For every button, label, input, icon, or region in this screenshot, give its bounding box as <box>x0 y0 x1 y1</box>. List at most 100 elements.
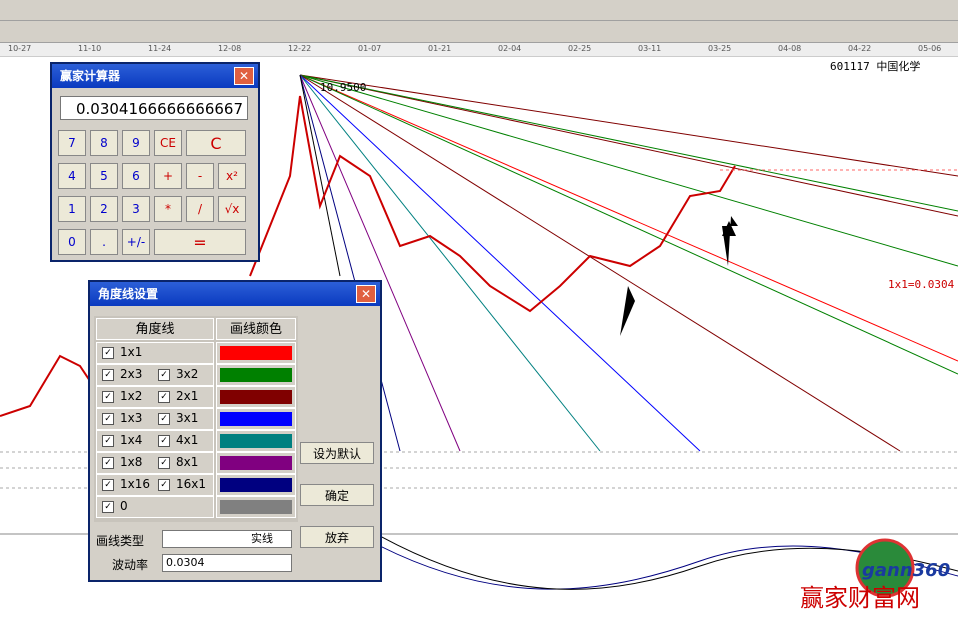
checkbox[interactable]: ✓ <box>102 347 114 359</box>
calc-button[interactable]: 1 <box>58 196 86 222</box>
color-swatch <box>216 342 296 364</box>
angle-dialog: 角度线设置 ✕ 角度线 画线颜色 ✓ 1x1 ✓ 2x3 ✓ 3x2 ✓ 1x2 ✓ 2x1 ✓ 1x3 ✓… <box>88 280 382 582</box>
dialog-button[interactable]: 确定 <box>300 484 374 506</box>
angle-label: 3x1 <box>176 411 199 425</box>
angle-label: 8x1 <box>176 455 199 469</box>
checkbox[interactable]: ✓ <box>158 413 170 425</box>
angle-label: 1x4 <box>120 433 143 447</box>
calc-button[interactable]: CE <box>154 130 182 156</box>
checkbox[interactable]: ✓ <box>102 457 114 469</box>
color-swatch <box>216 474 296 496</box>
row-cell <box>96 364 214 386</box>
header-cell: 角度线 <box>96 318 214 340</box>
date-label: 12-08 <box>218 44 242 53</box>
calc-button[interactable]: / <box>186 196 214 222</box>
calc-button[interactable]: 8 <box>90 130 118 156</box>
calc-button[interactable]: = <box>154 229 246 255</box>
stock-label: 601117 中国化学 <box>830 59 920 73</box>
angle-label: 1x3 <box>120 411 143 425</box>
chart-area: 601117 中国化学 10.9500 1x1=0.0304 gann360 赢… <box>0 59 958 612</box>
angle-label: 1x16 <box>120 477 151 491</box>
row-cell <box>96 474 214 496</box>
date-label: 11-24 <box>148 44 172 53</box>
close-button[interactable]: ✕ <box>356 285 376 303</box>
angle-label: 2x1 <box>176 389 199 403</box>
checkbox[interactable]: ✓ <box>102 369 114 381</box>
volatility-input[interactable]: 0.0304 <box>162 554 292 572</box>
calc-button[interactable]: 7 <box>58 130 86 156</box>
angle-label: 3x2 <box>176 367 199 381</box>
checkbox[interactable]: ✓ <box>158 391 170 403</box>
checkbox[interactable]: ✓ <box>158 479 170 491</box>
dialog-button[interactable]: 设为默认 <box>300 442 374 464</box>
date-label: 02-04 <box>498 44 522 53</box>
date-label: 11-10 <box>78 44 102 53</box>
calc-button[interactable]: √x <box>218 196 246 222</box>
calc-button[interactable]: 0 <box>58 229 86 255</box>
calc-button[interactable]: + <box>154 163 182 189</box>
header-cell: 画线颜色 <box>216 318 296 340</box>
line-type-label: 画线类型 <box>96 534 145 548</box>
dialog-title: 角度线设置 <box>90 282 380 306</box>
angle-label: 1x8 <box>120 455 143 469</box>
color-swatch <box>216 430 296 452</box>
logo: gann360 <box>862 560 950 581</box>
color-swatch <box>216 452 296 474</box>
calc-button[interactable]: x² <box>218 163 246 189</box>
calc-button[interactable]: * <box>154 196 182 222</box>
price-label: 10.9500 <box>320 81 366 94</box>
calc-button[interactable]: - <box>186 163 214 189</box>
window-title: 赢家计算器 <box>52 64 258 88</box>
calc-button[interactable]: 3 <box>122 196 150 222</box>
calc-button[interactable]: C <box>186 130 246 156</box>
calc-button[interactable]: +/- <box>122 229 150 255</box>
date-label: 01-07 <box>358 44 382 53</box>
toolbar-bottom <box>0 21 958 43</box>
row-cell <box>96 386 214 408</box>
calculator-window: 赢家计算器 ✕ 0.0304166666666667 7 8 9 CE C 4 5 6 + - x²… <box>50 62 260 262</box>
dialog-button[interactable]: 放弃 <box>300 526 374 548</box>
color-swatch <box>216 496 296 518</box>
checkbox[interactable]: ✓ <box>102 479 114 491</box>
display: 0.0304166666666667 <box>60 96 248 120</box>
color-swatch <box>216 386 296 408</box>
site-name: 赢家财富网 <box>800 584 920 612</box>
calc-button[interactable]: 4 <box>58 163 86 189</box>
checkbox[interactable]: ✓ <box>102 413 114 425</box>
date-label: 03-11 <box>638 44 662 53</box>
angle-label: 1x2 <box>120 389 143 403</box>
calc-button[interactable]: 9 <box>122 130 150 156</box>
date-label: 04-08 <box>778 44 802 53</box>
row-cell <box>96 430 214 452</box>
toolbar-top <box>0 0 958 21</box>
checkbox[interactable]: ✓ <box>158 369 170 381</box>
angle-label: 4x1 <box>176 433 199 447</box>
date-label: 04-22 <box>848 44 872 53</box>
angle-label: 2x3 <box>120 367 143 381</box>
checkbox[interactable]: ✓ <box>158 435 170 447</box>
volatility-label: 波动率 <box>112 558 149 572</box>
date-label: 03-25 <box>708 44 732 53</box>
checkbox[interactable]: ✓ <box>158 457 170 469</box>
date-label: 10-27 <box>8 44 32 53</box>
date-label: 12-22 <box>288 44 312 53</box>
angle-label: 1x1 <box>120 345 143 359</box>
color-swatch <box>216 364 296 386</box>
calc-button[interactable]: 5 <box>90 163 118 189</box>
close-button[interactable]: ✕ <box>234 67 254 85</box>
date-label: 05-06 <box>918 44 942 53</box>
angle-label: 0 <box>120 499 128 513</box>
calc-button[interactable]: . <box>90 229 118 255</box>
row-cell <box>96 496 214 518</box>
row-cell <box>96 452 214 474</box>
row-cell <box>96 408 214 430</box>
checkbox[interactable]: ✓ <box>102 435 114 447</box>
checkbox[interactable]: ✓ <box>102 501 114 513</box>
calc-button[interactable]: 6 <box>122 163 150 189</box>
checkbox[interactable]: ✓ <box>102 391 114 403</box>
line-type-select[interactable]: 实线 <box>162 530 292 548</box>
calc-button[interactable]: 2 <box>90 196 118 222</box>
date-label: 01-21 <box>428 44 452 53</box>
line-label: 1x1=0.0304 <box>888 278 955 291</box>
